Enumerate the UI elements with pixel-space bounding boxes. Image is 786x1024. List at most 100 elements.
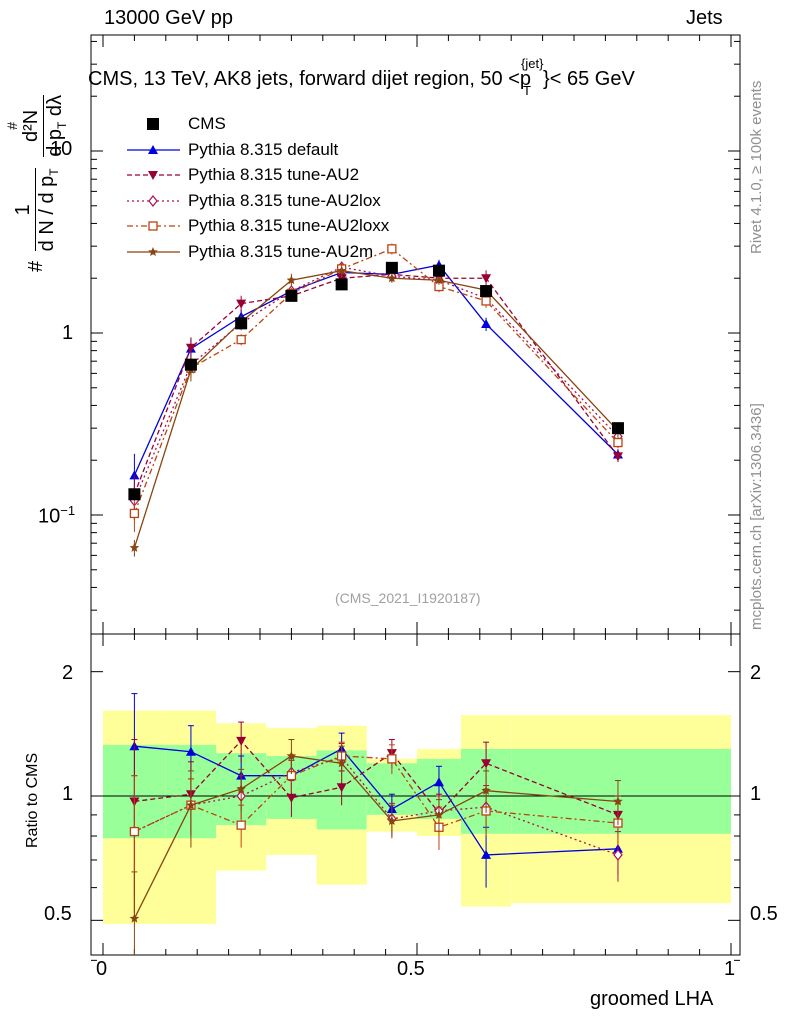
main-point-au2m-4 (336, 265, 347, 275)
ratio-point-au2m-4 (336, 758, 347, 768)
ratio-point-au2m-2 (236, 784, 246, 793)
x-axis-label: groomed LHA (590, 988, 714, 1010)
ratio-point-au2m-7 (481, 785, 491, 795)
main-line-au2 (133, 273, 619, 495)
ytick-main-0: 10−1 (38, 503, 76, 528)
ytick-ratio-right-2: 2 (750, 662, 762, 684)
legend-label-au2lox: Pythia 8.315 tune-AU2lox (188, 191, 381, 210)
xtick-2: 1 (724, 958, 736, 980)
ylabel-dn: d N / d p (36, 175, 58, 252)
main-point-cms-2 (235, 317, 248, 330)
ylabel-hash2: # (4, 121, 20, 130)
ratio-point-default-7 (481, 849, 492, 859)
plot-title-sub: T (523, 83, 531, 98)
ytick-main-2: 10 (50, 138, 73, 160)
legend-label-au2: Pythia 8.315 tune-AU2 (188, 165, 360, 184)
main-point-au2-8 (612, 452, 623, 462)
ratio-point-au2-2 (236, 736, 247, 746)
legend-label-au2m: Pythia 8.315 tune-AU2m (188, 242, 374, 261)
main-point-au2loxx-5 (387, 244, 397, 254)
legend-marker-au2m (148, 247, 158, 256)
legend-marker-default (148, 145, 158, 154)
ytick-ratio-1: 1 (62, 783, 74, 805)
ylabel-dlam: dλ (44, 94, 66, 117)
main-point-au2loxx-0 (129, 508, 140, 519)
plot-title-tail: }< 65 GeV (543, 68, 635, 90)
main-point-au2-2 (236, 299, 247, 309)
legend-label-default: Pythia 8.315 default (188, 140, 339, 159)
main-point-cms-8 (611, 422, 624, 435)
main-line-default (133, 264, 619, 476)
ratio-point-au2loxx-5 (387, 754, 397, 764)
plot-title-main: CMS, 13 TeV, AK8 jets, forward dijet reg… (88, 68, 532, 90)
process-label: Jets (686, 7, 723, 29)
analysis-id: (CMS_2021_I1920187) (335, 590, 481, 606)
legend-marker-au2loxx (148, 221, 158, 231)
ratio-point-au2lox-8 (613, 848, 623, 861)
ratio-point-au2loxx-2 (236, 820, 246, 830)
ylabel-t2: T (55, 121, 69, 129)
ratio-frame (90, 633, 741, 956)
ratio-point-au2m-1 (186, 800, 196, 810)
legend-marker-au2lox (148, 195, 158, 207)
plot-title: CMS, 13 TeV, AK8 jets, forward dijet reg… (88, 56, 635, 98)
ratio-point-au2m-8 (613, 796, 623, 806)
main-point-au2m-3 (286, 275, 297, 285)
main-point-cms-7 (480, 285, 493, 298)
main-axis-label: # 1 d N / d pT # d²N d pT dλ (4, 94, 69, 272)
plot-title-sup: {jet} (521, 56, 544, 71)
main-point-cms-6 (432, 264, 445, 277)
ratio-series-layer (129, 693, 623, 955)
ratio-point-default-6 (433, 777, 444, 787)
ratio-point-au2-3 (286, 793, 297, 803)
ylabel-one: 1 (12, 168, 36, 252)
main-point-cms-0 (128, 488, 141, 501)
main-point-default-7 (481, 319, 492, 329)
main-point-cms-4 (335, 278, 348, 291)
ytick-ratio-0: 0.5 (44, 903, 72, 925)
main-line-au2loxx (133, 248, 619, 514)
ratio-point-au2m-0 (129, 913, 140, 923)
xtick-1: 0.5 (397, 958, 425, 980)
main-point-cms-3 (285, 289, 298, 302)
ratio-point-au2m-6 (434, 809, 444, 819)
main-line-au2m (133, 270, 619, 549)
mcplots-info: mcplots.cern.ch [arXiv:1306.3436] (748, 403, 765, 630)
main-point-au2-7 (481, 274, 492, 284)
ratio-point-au2loxx-0 (129, 826, 140, 837)
ylabel-dpt: d p (44, 128, 66, 157)
main-point-au2m-5 (387, 273, 397, 283)
main-point-cms-1 (184, 358, 197, 371)
ratio-point-au2-4 (336, 783, 347, 793)
ytick-ratio-2: 2 (62, 662, 74, 684)
beam-label: 13000 GeV pp (104, 7, 233, 29)
ylabel-d2n: d²N (20, 94, 44, 157)
axis-ticks (91, 35, 740, 961)
legend-marker-cms (147, 118, 159, 130)
legend-markers (127, 118, 180, 256)
rivet-info: Rivet 4.1.0, ≥ 100k events (748, 80, 765, 254)
main-line-au2lox (133, 266, 619, 501)
main-point-au2loxx-2 (236, 334, 246, 345)
legend-label-cms: CMS (188, 114, 226, 133)
ratio-axis-label: Ratio to CMS (24, 752, 41, 848)
ytick-main-1: 1 (62, 322, 74, 344)
main-point-au2m-0 (129, 542, 140, 552)
main-point-au2-1 (185, 343, 196, 353)
main-point-au2loxx-8 (613, 437, 623, 448)
xtick-0: 0 (96, 958, 108, 980)
main-point-cms-5 (385, 261, 398, 274)
ytick-ratio-right-1: 1 (750, 783, 762, 805)
main-series-layer (128, 243, 624, 557)
ratio-point-default-1 (185, 746, 196, 756)
ylabel-hash: # (24, 260, 47, 272)
ytick-ratio-right-0: 0.5 (750, 903, 778, 925)
ratio-point-au2m-3 (286, 751, 297, 760)
main-point-au2m-6 (434, 275, 444, 285)
ratio-point-au2-7 (481, 759, 492, 769)
legend-label-au2loxx: Pythia 8.315 tune-AU2loxx (188, 216, 390, 235)
main-point-au2loxx-7 (481, 296, 491, 306)
ylabel-t: T (47, 168, 61, 176)
ratio-point-au2m-5 (387, 816, 397, 825)
